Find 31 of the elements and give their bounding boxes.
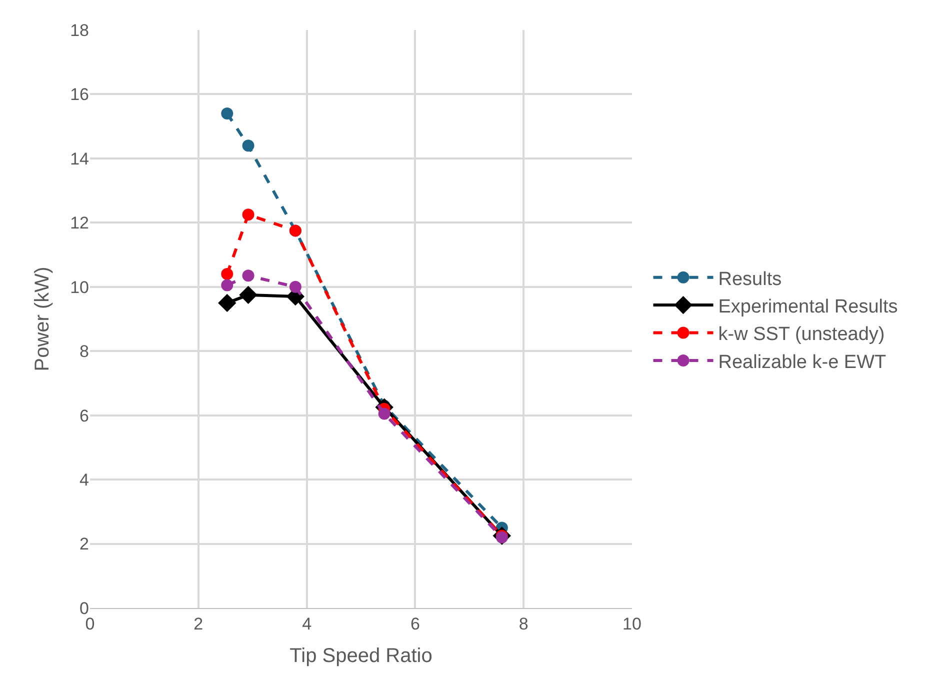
x-tick-label: 10 xyxy=(622,614,642,634)
point xyxy=(242,140,254,152)
point xyxy=(289,280,302,293)
x-tick-label: 2 xyxy=(194,614,204,634)
point xyxy=(242,208,254,221)
point xyxy=(242,270,254,282)
point xyxy=(218,294,236,312)
point xyxy=(378,408,390,420)
y-tick-label: 4 xyxy=(80,470,89,490)
legend-label: Experimental Results xyxy=(718,296,898,318)
y-tick-label: 16 xyxy=(70,85,89,104)
point xyxy=(239,286,258,304)
y-tick-label: 12 xyxy=(70,214,89,233)
point xyxy=(221,107,234,120)
y-axis-title: Power (kW) xyxy=(32,266,54,372)
x-tick-label: 8 xyxy=(518,614,528,634)
y-tick-label: 6 xyxy=(80,406,89,426)
y-tick-label: 8 xyxy=(80,342,89,362)
legend-label: Results xyxy=(718,268,782,290)
x-tick-label: 6 xyxy=(410,614,420,634)
point xyxy=(221,268,234,280)
y-tick-label: 0 xyxy=(80,598,89,618)
y-tick-label: 14 xyxy=(70,149,89,168)
x-axis-title: Tip Speed Ratio xyxy=(290,644,432,667)
y-tick-label: 18 xyxy=(70,20,89,40)
y-tick-label: 2 xyxy=(80,534,89,554)
x-tick-label: 4 xyxy=(302,614,312,634)
legend-label: k-w SST (unsteady) xyxy=(718,324,885,346)
y-tick-label: 10 xyxy=(70,278,89,297)
point xyxy=(221,279,234,292)
legend-label: Realizable k-e EWT xyxy=(718,352,887,373)
